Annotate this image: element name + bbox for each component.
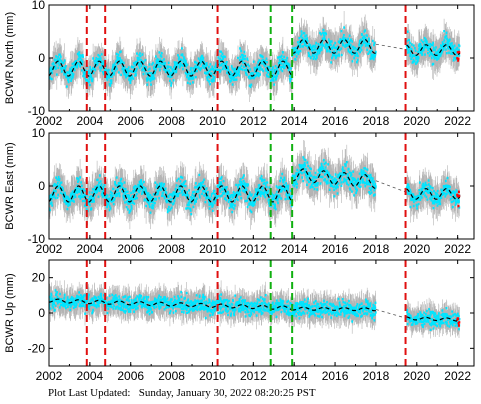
- x-tick-label: 2006: [117, 114, 144, 128]
- gap-connector-line: [375, 309, 407, 319]
- x-tick-label: 2008: [158, 242, 185, 256]
- model-line-1: [49, 298, 293, 311]
- model-line-3: [406, 188, 461, 200]
- y-tick-label: -10: [28, 232, 46, 246]
- x-tick-label: 2012: [240, 242, 267, 256]
- data-layer: [49, 11, 461, 102]
- recent-points: [456, 317, 461, 327]
- y-tick-label: 20: [32, 271, 46, 285]
- model-line-3: [406, 316, 460, 322]
- model-line-2: [291, 168, 377, 189]
- x-tick-label: 2006: [117, 242, 144, 256]
- y-axis-label: BCWR North (mm): [4, 12, 16, 104]
- x-tick-label: 2016: [322, 114, 349, 128]
- x-tick-label: 2018: [363, 369, 390, 383]
- x-tick-label: 2016: [322, 369, 349, 383]
- x-tick-label: 2022: [444, 369, 471, 383]
- x-tick-label: 2006: [117, 369, 144, 383]
- model-line-1: [49, 60, 293, 77]
- recent-points: [456, 50, 461, 62]
- data-layer: [49, 280, 461, 339]
- x-tick-label: 2004: [77, 242, 104, 256]
- x-tick-label: 2004: [77, 114, 104, 128]
- panel-2: 2002 2004 2006 2008 2010 2012 2014 2016 2018 2020…: [4, 126, 475, 256]
- panel-1: 2002 2004 2006 2008 2010 2012 2014 2016 2018 2020…: [4, 0, 475, 128]
- x-tick-label: 2012: [240, 114, 267, 128]
- x-tick-label: 2008: [158, 369, 185, 383]
- y-tick-label: 10: [32, 126, 46, 140]
- x-tick-label: 2008: [158, 114, 185, 128]
- error-bars: [49, 140, 460, 230]
- recent-points: [456, 190, 461, 208]
- x-tick-label: 2014: [281, 369, 308, 383]
- y-tick-label: 0: [38, 306, 45, 320]
- x-tick-label: 2020: [403, 114, 430, 128]
- plot-last-updated-text: Plot Last Updated: Sunday, January 30, 2…: [48, 387, 316, 399]
- gap-connector-line: [375, 180, 407, 193]
- y-tick-label: -10: [28, 104, 46, 118]
- y-tick-label: -20: [28, 341, 46, 355]
- y-tick-label: 10: [32, 0, 46, 12]
- x-tick-label: 2016: [322, 242, 349, 256]
- panel-3: 2002 2004 2006 2008 2010 2012 2014 2016 2018 2020…: [4, 259, 475, 383]
- model-line-2: [291, 306, 376, 312]
- model-line-1: [49, 185, 293, 203]
- model-line-2: [291, 38, 377, 54]
- x-tick-label: 2020: [403, 242, 430, 256]
- daily-points: [49, 289, 461, 331]
- x-tick-label: 2004: [77, 369, 104, 383]
- x-tick-label: 2022: [444, 114, 471, 128]
- x-tick-label: 2002: [36, 369, 63, 383]
- data-layer: [49, 140, 461, 230]
- x-tick-label: 2018: [363, 114, 390, 128]
- x-tick-label: 2002: [36, 242, 63, 256]
- x-tick-label: 2002: [36, 114, 63, 128]
- gap-connector-line: [375, 43, 407, 50]
- x-tick-label: 2010: [199, 242, 226, 256]
- y-tick-label: 0: [38, 51, 45, 65]
- y-tick-label: 0: [38, 179, 45, 193]
- x-tick-label: 2014: [281, 114, 308, 128]
- x-tick-label: 2022: [444, 242, 471, 256]
- x-tick-label: 2012: [240, 369, 267, 383]
- y-axis-label: BCWR Up (mm): [4, 273, 16, 352]
- x-tick-label: 2010: [199, 369, 226, 383]
- y-axis-label: BCWR East (mm): [4, 142, 16, 229]
- model-line-3: [406, 44, 461, 56]
- x-tick-label: 2014: [281, 242, 308, 256]
- x-tick-label: 2010: [199, 114, 226, 128]
- error-bars: [49, 11, 460, 102]
- x-tick-label: 2018: [363, 242, 390, 256]
- x-tick-label: 2020: [403, 369, 430, 383]
